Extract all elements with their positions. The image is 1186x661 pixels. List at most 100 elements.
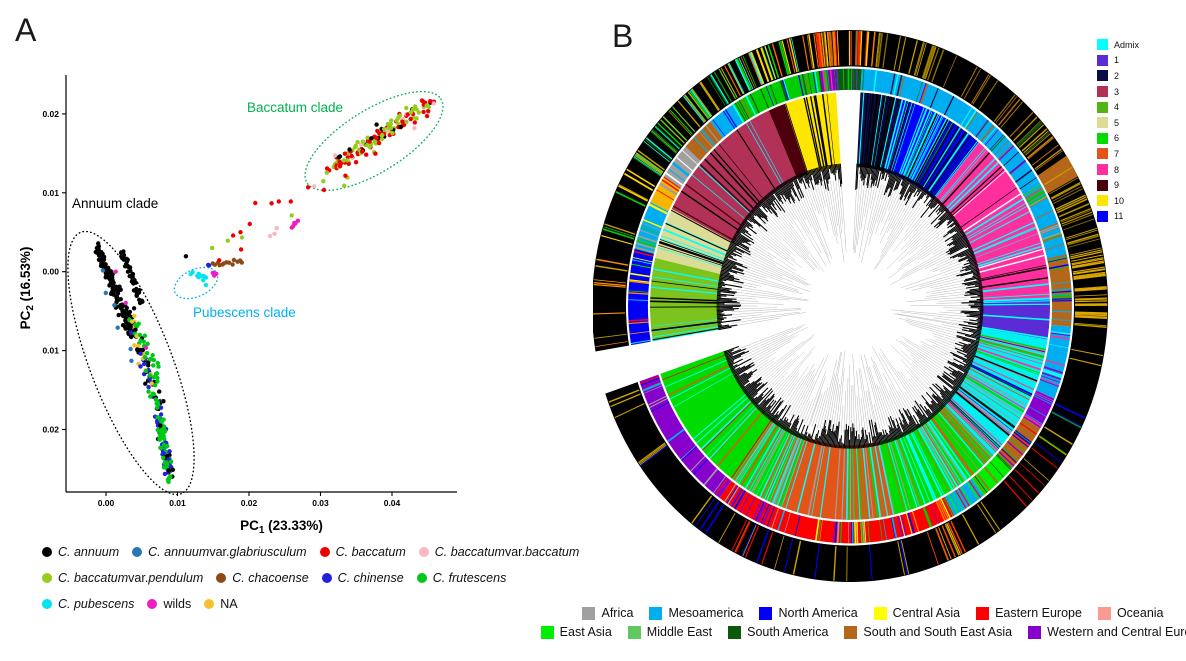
- region-legend-label: East Asia: [559, 625, 612, 639]
- data-point: [230, 262, 235, 267]
- species-legend-label: C. pubescens: [58, 597, 135, 611]
- cluster-legend-item: 3: [1097, 84, 1139, 100]
- species-color-dot: [216, 573, 227, 583]
- data-point: [332, 153, 338, 158]
- cluster-legend-item: 5: [1097, 115, 1139, 131]
- region-legend-item: South and South East Asia: [844, 625, 1012, 639]
- data-point: [155, 360, 160, 366]
- region-color-swatch: [1028, 625, 1042, 639]
- species-legend-label: C. baccatum: [335, 545, 406, 559]
- data-point: [161, 451, 166, 456]
- region-legend-label: South and South East Asia: [863, 625, 1013, 639]
- data-point: [153, 383, 158, 388]
- data-point: [346, 161, 351, 166]
- data-point: [118, 297, 123, 302]
- data-point: [367, 139, 372, 144]
- species-legend-label: C. baccatum: [434, 545, 505, 559]
- data-point: [426, 109, 431, 114]
- data-point: [238, 247, 244, 252]
- data-point: [355, 139, 360, 145]
- data-point: [146, 389, 151, 394]
- data-point: [421, 109, 426, 115]
- data-point: [381, 126, 387, 132]
- species-legend-label: glabriusculum: [229, 545, 307, 559]
- species-legend-item: C. chacoense: [216, 571, 309, 585]
- region-legend-label: Oceania: [1116, 606, 1164, 620]
- data-point: [134, 293, 139, 298]
- data-point: [373, 151, 378, 156]
- data-point: [288, 199, 293, 204]
- x-tick-label: 0.01: [169, 498, 186, 508]
- data-point: [230, 233, 236, 238]
- cluster-wedge: [660, 350, 774, 480]
- data-point: [360, 139, 366, 144]
- data-point: [136, 343, 141, 349]
- data-point: [161, 399, 166, 404]
- species-color-dot: [416, 573, 427, 583]
- data-point: [390, 130, 395, 136]
- region-legend-label: Western and Central Europe: [1047, 625, 1186, 639]
- cluster-legend-item: 4: [1097, 99, 1139, 115]
- cluster-legend-item: 9: [1097, 177, 1139, 193]
- data-point: [337, 163, 343, 169]
- data-point: [374, 135, 379, 140]
- data-point: [238, 230, 243, 235]
- region-legend-item: Western and Central Europe: [1028, 625, 1186, 639]
- region-ring-segment: [650, 176, 681, 212]
- species-legend-item: NA: [204, 597, 238, 611]
- data-point: [130, 319, 135, 324]
- data-point: [166, 468, 172, 473]
- data-point: [239, 260, 244, 265]
- cluster-legend-label: 8: [1114, 164, 1120, 175]
- data-point: [272, 231, 277, 236]
- data-point: [428, 99, 433, 104]
- clade-label: Annuum clade: [72, 196, 158, 211]
- data-point: [431, 101, 436, 106]
- region-legend-item: Mesoamerica: [649, 606, 743, 620]
- cluster-legend-label: 3: [1114, 86, 1120, 97]
- data-point: [231, 257, 237, 263]
- y-tick-label: 0.02: [42, 109, 59, 119]
- data-point: [166, 478, 171, 483]
- data-point: [404, 119, 409, 125]
- data-point: [324, 166, 330, 171]
- data-point: [133, 280, 138, 285]
- data-point: [125, 257, 130, 262]
- data-point: [146, 363, 151, 368]
- data-point: [404, 105, 409, 111]
- data-point: [170, 467, 175, 472]
- data-point: [108, 282, 114, 287]
- clade-label: Baccatum clade: [247, 100, 343, 115]
- data-point: [96, 253, 102, 258]
- region-color-swatch: [1097, 606, 1111, 620]
- data-point: [131, 306, 137, 311]
- data-point: [151, 375, 156, 380]
- data-point: [276, 199, 281, 204]
- data-point: [342, 183, 347, 188]
- species-legend-row: C. annuum C. annuum var. glabriusculum C. …: [42, 544, 582, 562]
- data-point: [111, 285, 116, 290]
- data-point: [157, 389, 162, 394]
- species-color-dot: [42, 573, 52, 583]
- data-point: [412, 125, 417, 131]
- data-point: [379, 136, 385, 142]
- species-legend-item: C. annuum: [42, 545, 119, 559]
- data-point: [123, 300, 128, 306]
- data-point: [247, 221, 252, 227]
- data-point: [132, 313, 137, 319]
- species-color-dot: [418, 547, 429, 557]
- cluster-color-swatch: [1097, 70, 1108, 82]
- data-point: [127, 265, 133, 270]
- region-ring-segment: [732, 70, 822, 123]
- cluster-legend-item: 2: [1097, 68, 1139, 84]
- cluster-color-swatch: [1097, 195, 1108, 207]
- cluster-legend-item: 7: [1097, 146, 1139, 162]
- data-point: [364, 152, 369, 157]
- species-legend-item: C. baccatum var. baccatum: [418, 545, 579, 559]
- data-point: [398, 124, 403, 130]
- data-point: [140, 347, 146, 353]
- cluster-legend-item: Admix: [1097, 37, 1139, 53]
- data-point: [412, 120, 417, 125]
- data-point: [416, 110, 421, 115]
